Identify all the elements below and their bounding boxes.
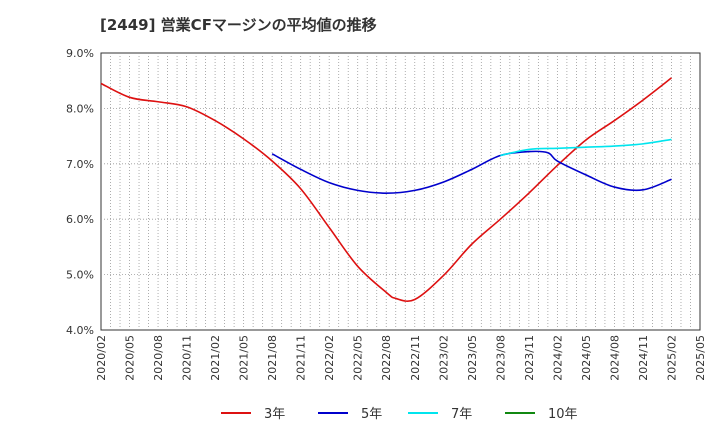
x-tick-label: 2025/05 bbox=[694, 335, 707, 381]
series-line-2 bbox=[271, 150, 672, 194]
series-layer bbox=[100, 77, 672, 302]
y-tick-label: 6.0% bbox=[66, 213, 94, 226]
y-tick-label: 9.0% bbox=[66, 47, 94, 60]
chart-title: [2449] 営業CFマージンの平均値の推移 bbox=[100, 16, 377, 34]
x-tick-label: 2020/02 bbox=[95, 335, 108, 381]
x-tick-label: 2023/05 bbox=[466, 335, 479, 381]
x-tick-label: 2022/11 bbox=[409, 335, 422, 381]
x-tick-label: 2024/02 bbox=[551, 335, 564, 381]
x-tick-label: 2025/02 bbox=[665, 335, 678, 381]
x-tick-label: 2020/08 bbox=[152, 335, 165, 381]
x-tick-label: 2022/02 bbox=[323, 335, 336, 381]
y-tick-label: 5.0% bbox=[66, 269, 94, 282]
legend-label-3: 7年 bbox=[451, 407, 472, 422]
axis-layer: 4.0% 5.0% 6.0% 7.0% 8.0% 9.0% 2020/02 2020/05 20… bbox=[66, 47, 707, 381]
x-tick-label: 2021/11 bbox=[295, 335, 308, 381]
x-tick-label: 2022/05 bbox=[352, 335, 365, 381]
x-tick-label: 2020/05 bbox=[124, 335, 137, 381]
legend-label-1: 3年 bbox=[264, 407, 285, 422]
plot-area bbox=[100, 52, 701, 331]
series-line-3 bbox=[500, 138, 672, 157]
y-tick-label: 4.0% bbox=[66, 324, 94, 337]
x-tick-label: 2021/02 bbox=[209, 335, 222, 381]
legend: 3年 5年 7年 10年 bbox=[221, 407, 578, 422]
series-line-1 bbox=[100, 77, 672, 302]
x-tick-label: 2024/05 bbox=[580, 335, 593, 381]
x-tick-label: 2021/08 bbox=[266, 335, 279, 381]
x-tick-label: 2024/11 bbox=[637, 335, 650, 381]
y-tick-label: 8.0% bbox=[66, 102, 94, 115]
x-tick-label: 2024/08 bbox=[608, 335, 621, 381]
x-tick-label: 2021/05 bbox=[238, 335, 251, 381]
x-tick-label: 2022/08 bbox=[380, 335, 393, 381]
x-tick-label: 2023/02 bbox=[437, 335, 450, 381]
grid-layer bbox=[100, 52, 701, 331]
x-tick-label: 2023/11 bbox=[523, 335, 536, 381]
x-tick-label: 2020/11 bbox=[181, 335, 194, 381]
legend-label-4: 10年 bbox=[548, 407, 578, 422]
legend-label-2: 5年 bbox=[361, 407, 382, 422]
y-tick-label: 7.0% bbox=[66, 158, 94, 171]
x-tick-label: 2023/08 bbox=[494, 335, 507, 381]
